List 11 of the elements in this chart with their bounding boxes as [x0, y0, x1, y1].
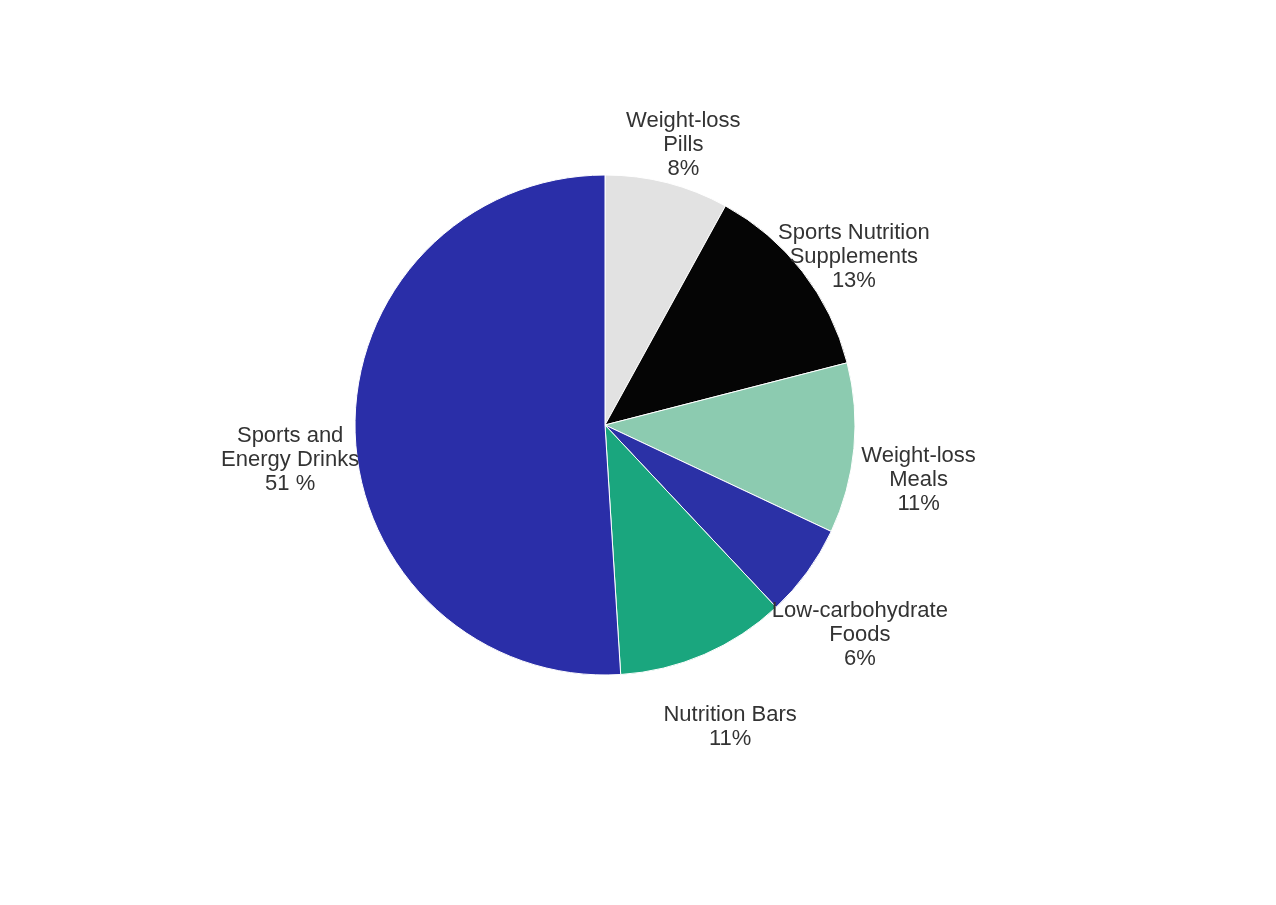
slice-label: Sports Nutrition Supplements: [778, 218, 930, 268]
data-label: 6%: [843, 645, 876, 671]
slice-label: Weight-loss Meals: [861, 441, 976, 491]
slice-label: Low-carbohydrate Foods: [771, 597, 948, 647]
data-label: 8%: [667, 154, 700, 180]
slice-label: Sports and Energy Drinks: [221, 421, 360, 471]
data-label: 13%: [831, 266, 876, 292]
slice-label: Nutrition Bars: [663, 701, 797, 727]
data-label: 11%: [897, 489, 940, 515]
data-label: 11%: [708, 725, 752, 751]
slice-label: Weight-loss Pills: [626, 106, 741, 156]
